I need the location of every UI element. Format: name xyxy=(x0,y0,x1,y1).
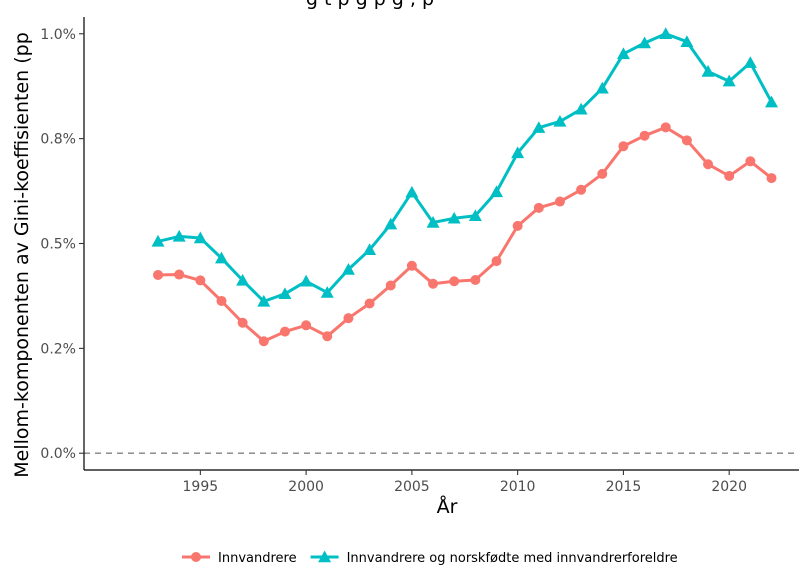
data-point xyxy=(703,159,714,170)
plot-area xyxy=(84,27,799,454)
data-point xyxy=(618,141,629,152)
data-point xyxy=(195,275,206,286)
data-point xyxy=(193,231,207,244)
data-point xyxy=(660,122,671,133)
data-point xyxy=(301,320,312,331)
data-point xyxy=(215,251,228,264)
y-tick-label: 1.0% xyxy=(40,27,76,43)
x-tick-label: 2020 xyxy=(711,479,747,495)
data-point xyxy=(659,27,673,39)
data-point xyxy=(681,135,692,146)
x-tick-label: 2010 xyxy=(500,479,536,495)
legend-item-1: Innvandrere og norskfødte med innvandrer… xyxy=(310,550,678,565)
data-point xyxy=(322,331,333,342)
series-0 xyxy=(153,122,777,347)
data-point xyxy=(237,317,248,328)
x-tick-label: 2000 xyxy=(288,479,324,495)
data-point xyxy=(701,65,715,77)
data-point xyxy=(512,220,523,231)
y-tick-label: 0.0% xyxy=(40,446,76,462)
legend-item-0: Innvandrere xyxy=(182,551,297,565)
data-point xyxy=(174,269,185,280)
chart-title: g t p g p g , p xyxy=(306,0,434,10)
data-point xyxy=(172,229,186,242)
data-point xyxy=(406,260,417,271)
data-point xyxy=(597,168,608,179)
data-point xyxy=(638,36,652,49)
data-point xyxy=(299,274,313,287)
data-point xyxy=(532,121,546,133)
data-point xyxy=(533,202,544,213)
y-ticks: 0.0% 0.2% 0.5% 0.8% 1.0% xyxy=(40,27,84,462)
y-axis-title: Mellom-komponenten av Gini-koeffisienten… xyxy=(11,32,33,478)
data-point xyxy=(153,269,164,280)
data-point xyxy=(343,313,354,324)
data-point xyxy=(511,146,525,159)
data-point xyxy=(364,298,375,309)
data-point xyxy=(320,286,334,298)
legend: Innvandrere Innvandrere og norskfødte med… xyxy=(182,550,678,565)
data-point xyxy=(236,273,250,286)
data-point xyxy=(743,56,757,68)
data-point xyxy=(490,185,503,198)
data-point xyxy=(257,294,271,307)
y-tick-label: 0.2% xyxy=(40,341,76,357)
x-tick-label: 1995 xyxy=(183,479,219,495)
x-tick-label: 2015 xyxy=(606,479,642,495)
data-point xyxy=(765,95,778,108)
x-axis-title: År xyxy=(437,495,458,518)
data-point xyxy=(426,216,440,228)
data-point xyxy=(554,196,565,207)
data-point xyxy=(722,74,736,87)
data-point xyxy=(574,102,588,115)
data-point xyxy=(363,243,377,255)
y-tick-label: 0.8% xyxy=(40,132,76,148)
series-1 xyxy=(151,27,778,307)
data-point xyxy=(279,326,290,337)
legend-key-marker xyxy=(191,552,201,562)
data-point xyxy=(468,209,482,222)
data-point xyxy=(470,274,481,285)
data-point xyxy=(216,295,227,306)
series-line xyxy=(157,32,773,303)
data-point xyxy=(553,114,567,127)
legend-label: Innvandrere xyxy=(218,551,297,565)
data-point xyxy=(576,184,587,195)
data-point xyxy=(258,336,269,347)
data-point xyxy=(278,287,292,300)
data-point xyxy=(151,234,165,247)
data-point xyxy=(724,170,735,181)
data-point xyxy=(745,156,756,167)
data-point xyxy=(491,256,502,267)
data-point xyxy=(616,47,630,60)
data-point xyxy=(447,211,461,224)
data-point xyxy=(595,81,609,94)
x-tick-label: 2005 xyxy=(394,479,430,495)
legend-key-marker xyxy=(318,550,332,563)
x-ticks: 1995 2000 2005 2010 2015 2020 xyxy=(183,470,747,495)
data-point xyxy=(405,185,419,198)
legend-label: Innvandrere og norskfødte med innvandrer… xyxy=(347,551,678,565)
data-point xyxy=(384,217,398,230)
series-line xyxy=(157,125,773,343)
data-point xyxy=(680,35,694,47)
data-point xyxy=(385,280,396,291)
data-point xyxy=(428,278,439,289)
data-point xyxy=(341,263,355,275)
data-point xyxy=(639,130,650,141)
y-tick-label: 0.5% xyxy=(40,237,76,253)
data-point xyxy=(766,173,777,184)
data-point xyxy=(449,276,460,287)
